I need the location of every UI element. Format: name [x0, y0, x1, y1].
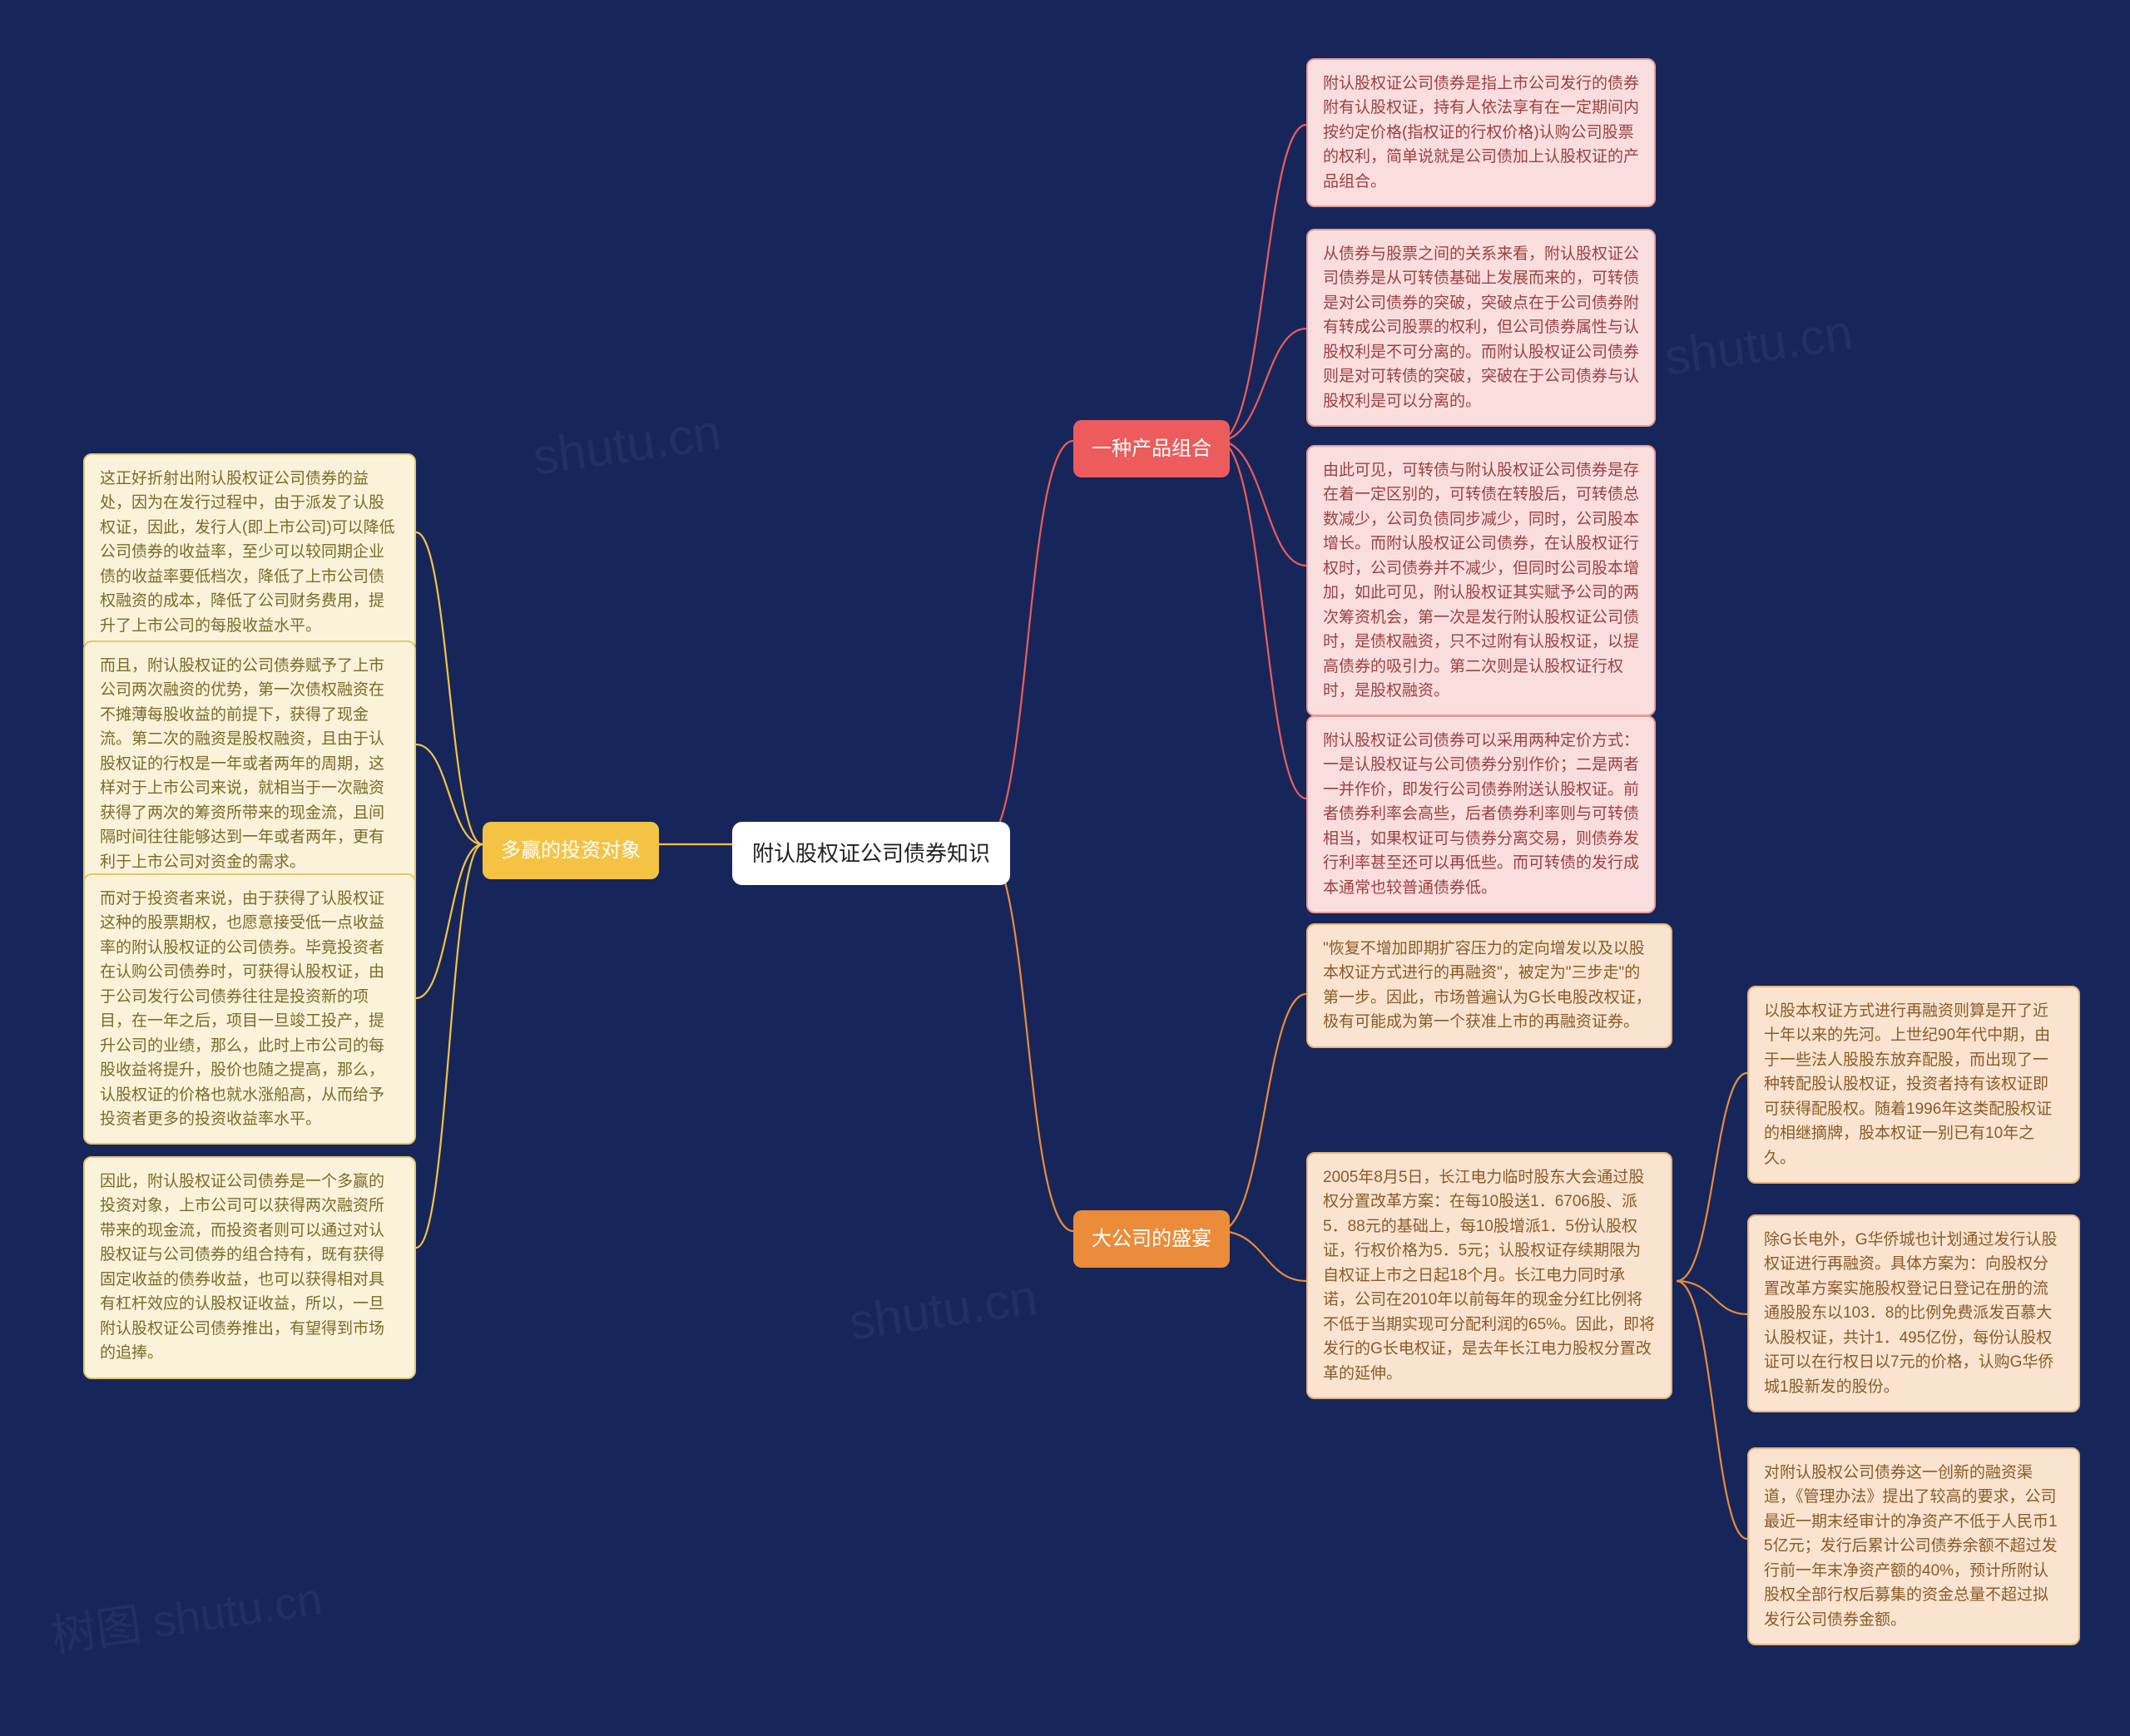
- left-leaf-1: 而且，附认股权证的公司债券赋予了上市公司两次融资的优势，第一次债权融资在不摊薄每…: [83, 640, 416, 888]
- right1-leaf-3: 附认股权证公司债券可以采用两种定价方式：一是认股权证与公司债券分别作价；二是两者…: [1306, 715, 1656, 913]
- right2-leaf-1: 2005年8月5日，长江电力临时股东大会通过股权分置改革方案：在每10股送1．6…: [1306, 1152, 1672, 1399]
- watermark: 树图 shutu.cn: [47, 1562, 325, 1665]
- right1-leaf-0: 附认股权证公司债券是指上市公司发行的债券附有认股权证，持有人依法享有在一定期间内…: [1306, 58, 1656, 207]
- left-leaf-3: 因此，附认股权证公司债券是一个多赢的投资对象，上市公司可以获得两次融资所带来的现…: [83, 1156, 416, 1379]
- right2-sub-1: 除G长电外，G华侨城也计划通过发行认股权证进行再融资。具体方案为：向股权分置改革…: [1747, 1214, 2080, 1412]
- right2-sub-2: 对附认股权公司债券这一创新的融资渠道，《管理办法》提出了较高的要求，公司最近一期…: [1747, 1447, 2080, 1645]
- watermark: shutu.cn: [529, 403, 724, 487]
- cat-left: 多赢的投资对象: [483, 822, 659, 879]
- cat-right2: 大公司的盛宴: [1073, 1210, 1230, 1268]
- cat-right1: 一种产品组合: [1073, 420, 1230, 477]
- right2-leaf-0: "恢复不增加即期扩容压力的定向增发以及以股本权证方式进行的再融资"，被定为"三步…: [1306, 923, 1672, 1048]
- right1-leaf-2: 由此可见，可转债与附认股权证公司债券是存在着一定区别的，可转债在转股后，可转债总…: [1306, 445, 1656, 716]
- right2-sub-0: 以股本权证方式进行再融资则算是开了近十年以来的先河。上世纪90年代中期，由于一些…: [1747, 986, 2080, 1184]
- left-leaf-2: 而对于投资者来说，由于获得了认股权证这种的股票期权，也愿意接受低一点收益率的附认…: [83, 873, 416, 1145]
- center-node: 附认股权证公司债券知识: [732, 822, 1010, 885]
- watermark: shutu.cn: [845, 1269, 1040, 1352]
- left-leaf-0: 这正好折射出附认股权证公司债券的益处，因为在发行过程中，由于派发了认股权证，因此…: [83, 453, 416, 651]
- watermark: shutu.cn: [1661, 304, 1855, 387]
- right1-leaf-1: 从债券与股票之间的关系来看，附认股权证公司债券是从可转债基础上发展而来的，可转债…: [1306, 229, 1656, 427]
